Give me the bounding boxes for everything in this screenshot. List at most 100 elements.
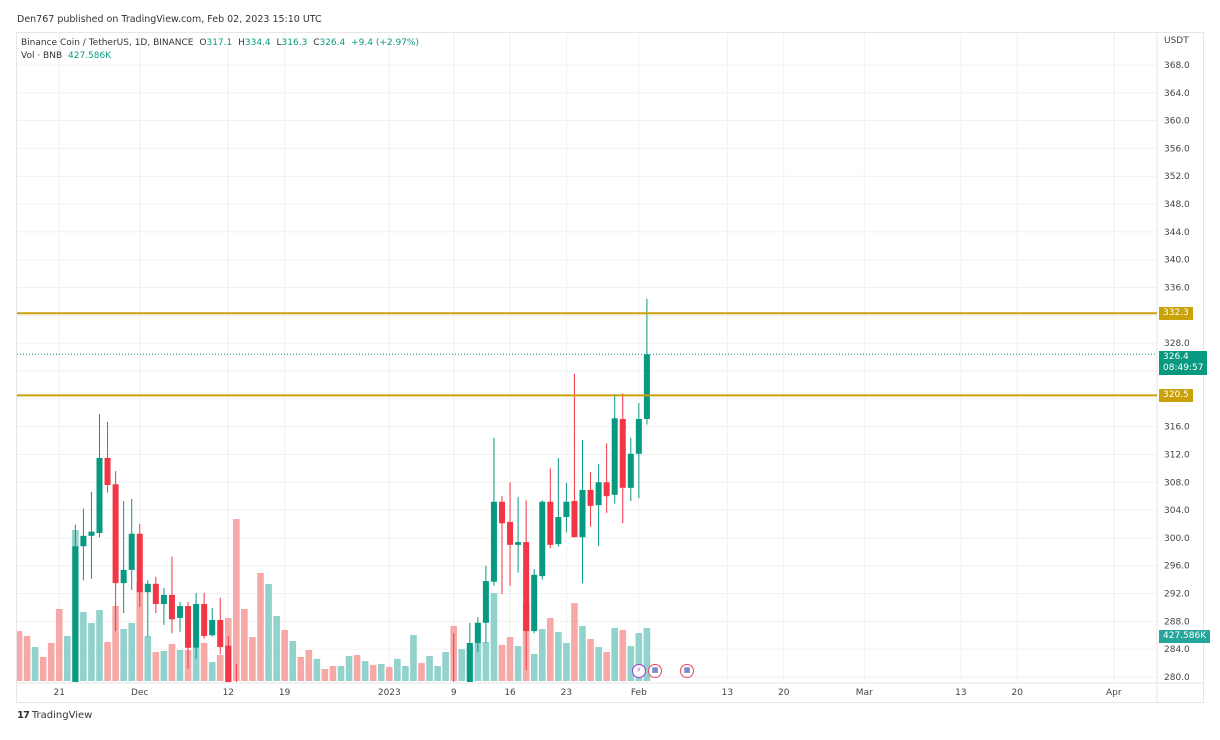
flag-us-event-icon[interactable]: ▦ xyxy=(648,664,662,678)
volume-bar xyxy=(265,583,272,681)
legend-change: +9.4 (+2.97%) xyxy=(351,38,419,48)
candle-body xyxy=(185,606,192,648)
time-tick-label: 2023 xyxy=(378,688,401,698)
price-axis[interactable]: 368.0 364.0 360.0 356.0 352.0 348.0 344.0 340.0… xyxy=(1164,61,1190,683)
volume-bar xyxy=(643,628,651,681)
volume-bar xyxy=(249,637,256,681)
volume-bar xyxy=(482,641,490,681)
candle-body xyxy=(80,535,87,547)
volume-bar xyxy=(386,666,393,681)
close-value: 326.4 xyxy=(319,38,346,48)
candle-body xyxy=(515,542,522,545)
volume-bar xyxy=(39,656,47,681)
price-tick-label: 300.0 xyxy=(1164,534,1190,544)
volume-bar xyxy=(353,654,361,681)
volume-bar xyxy=(128,623,135,681)
volume-bar xyxy=(474,642,482,681)
time-axis[interactable]: 21 Dec 12 19 2023 9 16 23 Feb 13 20 Mar 13 20 Apr xyxy=(54,688,1122,698)
tradingview-brand[interactable]: 17 TradingView xyxy=(17,710,92,721)
price-tick-label: 352.0 xyxy=(1164,172,1190,182)
volume-bar xyxy=(337,666,345,681)
legend-open: O317.1 xyxy=(199,38,232,48)
volume-bar xyxy=(208,662,216,681)
volume-bar xyxy=(587,638,594,681)
candle-body xyxy=(619,418,626,488)
candle-body xyxy=(160,594,167,604)
volume-axis-label: 427.586K xyxy=(1159,630,1211,644)
volume-bar xyxy=(96,609,103,681)
level-label-upper: 332.3 xyxy=(1159,307,1193,321)
volume-bar xyxy=(611,627,618,681)
candle-body xyxy=(563,501,570,518)
time-tick-label: 16 xyxy=(504,688,516,698)
volume-bar xyxy=(168,643,176,681)
volume-bar xyxy=(547,618,554,681)
candle-body xyxy=(499,501,505,524)
volume-bar xyxy=(160,651,168,681)
time-tick-label: 13 xyxy=(722,688,733,698)
volume-bar xyxy=(377,664,385,681)
price-tick-label: 356.0 xyxy=(1164,144,1190,154)
volume-bar xyxy=(514,646,522,681)
volume-bar xyxy=(369,665,377,681)
volume-bar xyxy=(498,644,506,681)
volume-bar xyxy=(112,606,119,681)
price-tick-label: 308.0 xyxy=(1164,478,1190,488)
candle-body xyxy=(555,517,562,545)
price-tick-label: 288.0 xyxy=(1164,617,1190,627)
volume-bar xyxy=(490,593,498,681)
candle-body xyxy=(201,603,208,636)
price-tick-label: 296.0 xyxy=(1164,562,1190,572)
volume-bar xyxy=(88,623,95,681)
candle-body xyxy=(523,542,530,632)
candle-body xyxy=(451,698,457,699)
level-label-lower: 320.5 xyxy=(1159,389,1193,403)
volume-label[interactable]: Vol · BNB xyxy=(21,51,63,61)
time-tick-label: 20 xyxy=(1011,688,1023,698)
candle-body xyxy=(587,489,594,506)
flag-us-event-icon[interactable]: ▦ xyxy=(680,664,694,678)
legend-close: C326.4 xyxy=(313,38,345,48)
volume-bar xyxy=(233,519,240,681)
volume-bar xyxy=(80,611,87,681)
volume-bar xyxy=(402,666,409,681)
volume-bar xyxy=(434,666,441,681)
volume-bar xyxy=(361,661,369,681)
volume-bar xyxy=(313,658,321,681)
candle-body xyxy=(507,521,514,545)
legend-volume-row: Vol · BNB 427.586K xyxy=(21,50,422,63)
volume-bar xyxy=(176,650,184,681)
candle-body xyxy=(96,457,103,534)
volume-bar xyxy=(257,572,264,681)
price-tick-label: 328.0 xyxy=(1164,339,1190,349)
candle-body xyxy=(136,533,143,593)
legend-symbol[interactable]: Binance Coin / TetherUS, 1D, BINANCE xyxy=(21,38,194,48)
candle-body xyxy=(611,418,618,495)
volume-bar xyxy=(297,656,305,681)
volume-bar xyxy=(152,652,160,681)
candle-body xyxy=(120,569,127,584)
candle-body xyxy=(531,574,538,632)
volume-bar xyxy=(55,609,63,681)
candle-body xyxy=(152,583,159,604)
candle-body xyxy=(168,594,175,620)
high-label: H xyxy=(238,38,245,48)
price-tick-label: 364.0 xyxy=(1164,89,1190,99)
price-tick-label: 340.0 xyxy=(1164,256,1190,266)
volume-bar xyxy=(345,655,353,681)
lightning-event-icon[interactable]: ⚡ xyxy=(632,664,646,678)
volume-bar xyxy=(104,641,111,681)
time-tick-label: 23 xyxy=(561,688,572,698)
chart-legend: Binance Coin / TetherUS, 1D, BINANCE O31… xyxy=(21,37,422,63)
candle-body xyxy=(104,457,111,486)
volume-bar xyxy=(394,658,401,681)
volume-bar xyxy=(458,649,466,681)
candle-body xyxy=(88,531,95,536)
volume-bar xyxy=(120,628,127,681)
legend-low: L316.3 xyxy=(277,38,308,48)
price-tick-label: 336.0 xyxy=(1164,284,1190,294)
price-tick-label: 304.0 xyxy=(1164,506,1190,516)
legend-high: H334.4 xyxy=(238,38,271,48)
candle-body xyxy=(217,619,224,648)
